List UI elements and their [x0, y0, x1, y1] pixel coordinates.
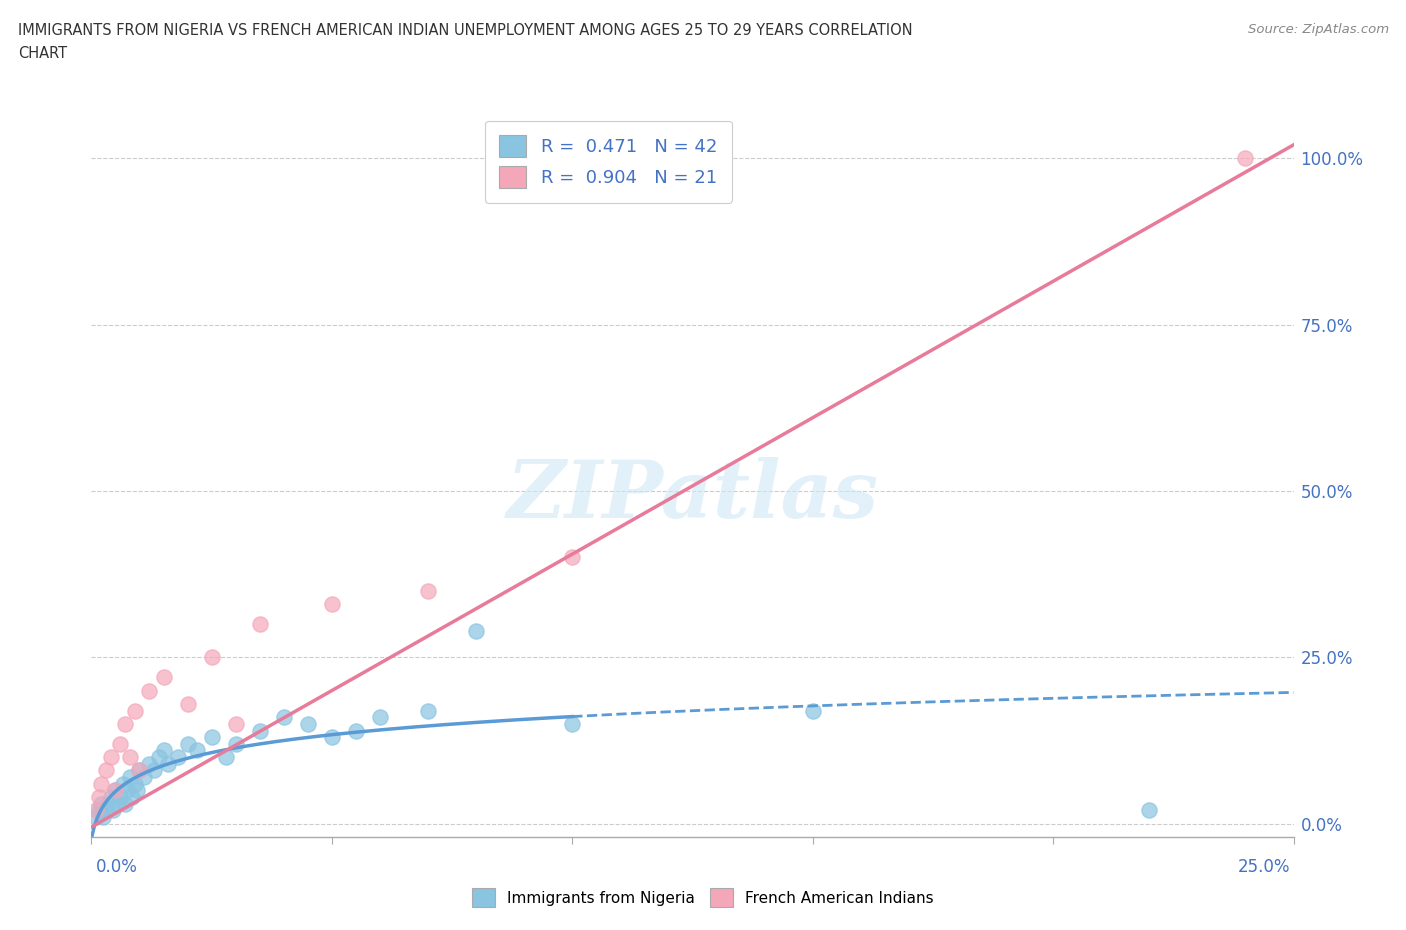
Point [100, 790, 122, 804]
Point [87, 803, 110, 817]
Point [84, 810, 107, 825]
Text: CHART: CHART [18, 46, 67, 61]
Point [801, 703, 824, 718]
Point [321, 597, 343, 612]
Point [104, 783, 127, 798]
Point [124, 703, 146, 718]
Point [94, 803, 117, 817]
Point [148, 750, 170, 764]
Point [561, 550, 583, 565]
Point [249, 617, 271, 631]
Point [157, 756, 180, 771]
Point [176, 697, 198, 711]
Point [114, 716, 136, 731]
Point [200, 650, 222, 665]
Point [186, 743, 208, 758]
Point [138, 684, 160, 698]
Point [97, 796, 120, 811]
Point [93, 810, 115, 825]
Point [176, 737, 198, 751]
Point [152, 670, 174, 684]
Text: ZIPatlas: ZIPatlas [506, 458, 879, 535]
Point [117, 783, 139, 798]
Point [84, 803, 107, 817]
Point [138, 756, 160, 771]
Point [225, 737, 247, 751]
Text: Source: ZipAtlas.com: Source: ZipAtlas.com [1249, 23, 1389, 36]
Legend: Immigrants from Nigeria, French American Indians: Immigrants from Nigeria, French American… [465, 883, 941, 913]
Point [561, 716, 583, 731]
Point [124, 777, 146, 791]
Point [104, 783, 127, 798]
Point [200, 730, 222, 745]
Point [118, 770, 141, 785]
Text: IMMIGRANTS FROM NIGERIA VS FRENCH AMERICAN INDIAN UNEMPLOYMENT AMONG AGES 25 TO : IMMIGRANTS FROM NIGERIA VS FRENCH AMERIC… [18, 23, 912, 38]
Point [225, 716, 247, 731]
Point [167, 750, 190, 764]
Point [128, 763, 150, 777]
Point [110, 790, 132, 804]
Point [114, 796, 136, 811]
Point [215, 750, 238, 764]
Point [465, 623, 488, 638]
Text: 25.0%: 25.0% [1239, 857, 1291, 876]
Point [94, 763, 117, 777]
Point [152, 743, 174, 758]
Point [90, 777, 112, 791]
Point [107, 796, 129, 811]
Point [100, 750, 122, 764]
Point [128, 763, 150, 777]
Point [87, 790, 110, 804]
Point [273, 710, 295, 724]
Point [118, 750, 141, 764]
Point [368, 710, 391, 724]
Point [134, 770, 156, 785]
Point [416, 703, 439, 718]
Point [1137, 803, 1160, 817]
Point [142, 763, 165, 777]
Point [90, 796, 112, 811]
Point [101, 803, 124, 817]
Point [297, 716, 319, 731]
Point [111, 777, 134, 791]
Point [121, 790, 143, 804]
Point [110, 737, 132, 751]
Point [321, 730, 343, 745]
Text: 0.0%: 0.0% [96, 857, 138, 876]
Point [416, 583, 439, 598]
Legend: R =  0.471   N = 42, R =  0.904   N = 21: R = 0.471 N = 42, R = 0.904 N = 21 [485, 121, 731, 203]
Point [344, 724, 367, 738]
Point [249, 724, 271, 738]
Point [125, 783, 148, 798]
Point [1234, 151, 1257, 166]
